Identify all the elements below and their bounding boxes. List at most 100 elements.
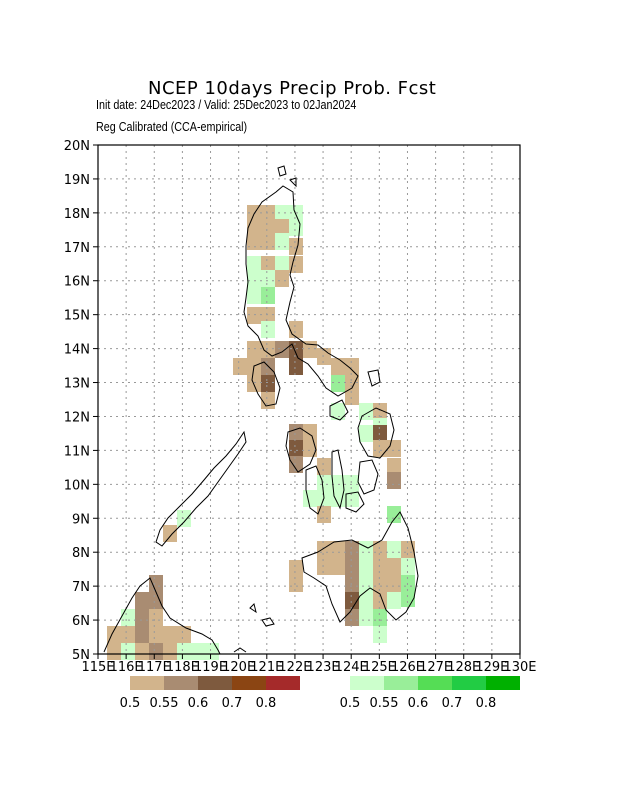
probability-cell	[345, 558, 359, 575]
lat-tick-label: 8N	[72, 546, 90, 561]
probability-cell	[275, 205, 289, 222]
lon-tick-label: 115E	[81, 660, 114, 675]
legend-wet-label: 0.55	[370, 696, 399, 711]
lon-tick-label: 122E	[278, 660, 311, 675]
probability-cell	[261, 233, 275, 250]
probability-cell	[289, 440, 303, 457]
coast-babuyan	[289, 177, 297, 188]
probability-cell	[373, 609, 387, 626]
lon-tick-label: 119E	[194, 660, 227, 675]
probability-cell	[387, 575, 401, 592]
lon-tick-label: 121E	[250, 660, 283, 675]
probability-cell	[247, 233, 261, 250]
probability-cell	[233, 358, 247, 375]
legend-wet-swatch	[452, 676, 486, 690]
probability-cell	[149, 575, 163, 592]
probability-cell	[401, 541, 415, 558]
probability-cell	[135, 592, 149, 609]
probability-cell	[289, 424, 303, 441]
legend-wet-swatch	[384, 676, 418, 690]
probability-cell	[149, 643, 163, 660]
lat-tick-label: 10N	[64, 478, 90, 493]
map-frame	[97, 144, 521, 655]
calibration-method: Reg Calibrated (CCA-empirical)	[96, 120, 248, 134]
probability-cell	[261, 256, 275, 273]
probability-cell	[205, 643, 219, 660]
probability-cell	[303, 341, 317, 358]
probability-cell	[289, 341, 303, 358]
probability-cell	[135, 643, 149, 660]
probability-cell	[107, 626, 121, 643]
lat-tick-label: 17N	[64, 241, 90, 256]
probability-cell	[387, 472, 401, 489]
legend-dry-label: 0.6	[188, 696, 209, 711]
probability-cell	[303, 490, 317, 507]
init-valid-dates: Init date: 24Dec2023 / Valid: 25Dec2023 …	[96, 98, 357, 112]
lat-tick-label: 12N	[64, 410, 90, 425]
probability-cell	[303, 440, 317, 457]
coast-mindanao	[301, 511, 419, 623]
legend-dry-label: 0.5	[120, 696, 141, 711]
probability-cell	[401, 575, 415, 592]
probability-cell	[149, 609, 163, 626]
probability-cell	[289, 575, 303, 592]
probability-cell	[247, 270, 261, 287]
legend-dry-swatch	[164, 676, 198, 690]
coast-cebu	[331, 449, 345, 510]
probability-cell	[149, 626, 163, 643]
probability-cell	[275, 341, 289, 358]
probability-cell	[345, 358, 359, 375]
probability-cell	[331, 475, 345, 492]
map-grid	[98, 145, 520, 654]
lon-tick-label: 124E	[335, 660, 368, 675]
probability-cell	[303, 424, 317, 441]
probability-cell	[289, 219, 303, 236]
coast-masbate	[329, 399, 349, 421]
probability-cell	[373, 440, 387, 457]
probability-cell	[345, 541, 359, 558]
lat-tick-label: 5N	[72, 648, 90, 663]
coast-sulu-3	[249, 603, 257, 614]
legend-dry-swatch	[232, 676, 266, 690]
legend-wet-label: 0.7	[442, 696, 463, 711]
legend-wet-swatch	[418, 676, 452, 690]
lat-tick-label: 11N	[64, 444, 90, 459]
probability-cell	[345, 475, 359, 492]
probability-cell	[373, 541, 387, 558]
axis-ticks: 115E116E117E118E119E120E121E122E123E124E…	[64, 139, 537, 675]
probability-cell	[261, 375, 275, 392]
probability-cell	[359, 575, 373, 592]
coast-palawan	[155, 430, 247, 547]
lat-tick-label: 7N	[72, 580, 90, 595]
probability-cell	[359, 592, 373, 609]
probability-cell	[317, 541, 331, 558]
legend-dry-swatch	[130, 676, 164, 690]
lon-tick-label: 126E	[391, 660, 424, 675]
probability-cell	[261, 270, 275, 287]
probability-cell	[121, 609, 135, 626]
probability-cell	[345, 609, 359, 626]
probability-cell	[289, 456, 303, 473]
probability-cell	[275, 256, 289, 273]
probability-cell	[345, 375, 359, 392]
coast-catanduanes	[367, 369, 381, 387]
probability-cells	[107, 205, 415, 660]
lat-tick-label: 14N	[64, 343, 90, 358]
probability-cell	[331, 558, 345, 575]
legend-dry-swatch	[198, 676, 232, 690]
probability-cell	[247, 307, 261, 324]
lon-tick-label: 129E	[475, 660, 508, 675]
probability-cell	[163, 626, 177, 643]
probability-cell	[289, 358, 303, 375]
probability-cell	[261, 307, 275, 324]
probability-cell	[177, 626, 191, 643]
legend-wet-swatch	[486, 676, 520, 690]
coast-batanes	[277, 165, 287, 177]
probability-cell	[331, 375, 345, 392]
probability-cell	[317, 458, 331, 475]
legend-dry-label: 0.7	[222, 696, 243, 711]
probability-cell	[331, 403, 345, 420]
probability-cell	[135, 609, 149, 626]
lon-tick-label: 116E	[110, 660, 143, 675]
probability-cell	[163, 525, 177, 542]
